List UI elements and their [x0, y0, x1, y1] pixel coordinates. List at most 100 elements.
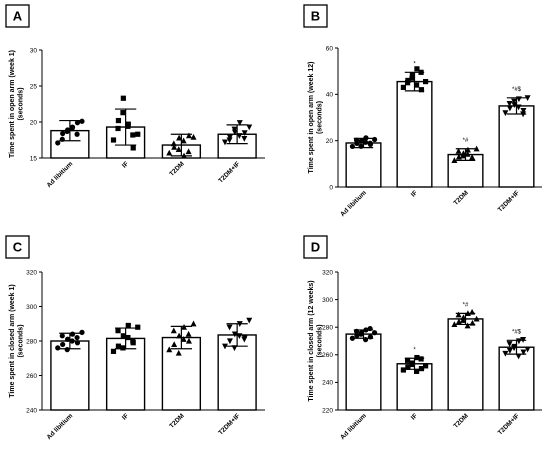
y-tick-label: 220 [322, 407, 333, 414]
data-point [404, 357, 411, 363]
data-point [175, 349, 182, 356]
panel-d: D 220 240 260 280 300 320 Time spent in closed … [303, 235, 542, 441]
data-point [511, 98, 518, 105]
data-point [166, 346, 173, 353]
data-point [115, 343, 122, 349]
data-point [464, 146, 471, 153]
data-point [130, 338, 136, 344]
data-point [221, 139, 228, 146]
data-point [120, 333, 126, 339]
data-point [60, 130, 66, 137]
data-point [413, 368, 420, 374]
panel-letter-box [303, 235, 328, 259]
data-point [135, 131, 141, 137]
data-point [190, 133, 197, 140]
x-category-label: Ad libitium [46, 160, 75, 189]
data-point [120, 345, 126, 351]
bar [447, 318, 484, 411]
data-point [418, 87, 425, 93]
panel-letter-box [5, 4, 30, 28]
data-point [185, 132, 192, 139]
data-point [74, 120, 81, 126]
y-tick-label: 40 [326, 92, 334, 99]
panel-a: A 15 20 25 30 Time spent in open arm (week 1)… [5, 4, 265, 189]
data-point [418, 356, 424, 362]
data-point [246, 317, 253, 324]
y-tick-label: 280 [322, 325, 333, 332]
data-point [231, 126, 238, 133]
data-point [520, 349, 527, 356]
y-tick-label: 260 [26, 373, 37, 380]
data-point [60, 341, 66, 348]
data-point [506, 348, 513, 354]
data-point [125, 322, 131, 329]
data-point [414, 66, 420, 72]
x-category-label: T2DM+IF [217, 412, 241, 436]
data-point [74, 334, 80, 341]
data-point [246, 124, 253, 131]
significance-label: *# [463, 302, 469, 308]
data-point [451, 157, 458, 163]
data-point [236, 120, 243, 126]
data-point [115, 125, 121, 132]
data-point [130, 132, 136, 138]
x-category-label: T2DM [168, 412, 185, 429]
data-point [185, 330, 192, 337]
bar [498, 346, 535, 411]
panel-letter: A [13, 9, 23, 24]
data-point [180, 336, 187, 342]
data-point [69, 331, 76, 337]
data-point [524, 346, 531, 353]
data-point [231, 129, 238, 136]
bar [345, 333, 382, 411]
x-category-label: T2DM+IF [217, 160, 241, 184]
data-point [502, 350, 509, 357]
data-point [130, 145, 136, 151]
x-category-label: Ad libitium [339, 412, 368, 441]
data-point [231, 331, 238, 338]
y-tick-label: 0 [329, 184, 333, 191]
data-point [455, 311, 462, 318]
data-point [74, 340, 81, 346]
data-point [349, 335, 356, 341]
y-tick-label: 25 [30, 83, 38, 90]
y-axis-label-line: Time spent in closed arm (12 weeks) [308, 280, 315, 401]
data-point [59, 333, 65, 339]
y-axis-label-line: Time spent in closed arm (week 1) [9, 284, 16, 397]
data-point [241, 135, 248, 142]
data-point [400, 367, 407, 373]
x-category-label: Ad libitium [339, 189, 368, 218]
data-point [404, 80, 411, 86]
data-point [226, 137, 233, 144]
data-point [358, 138, 365, 144]
data-point [455, 147, 462, 154]
data-point [460, 317, 467, 323]
data-point [120, 110, 126, 116]
data-point [371, 330, 378, 336]
data-point [473, 315, 480, 322]
bar [396, 80, 433, 188]
bar [345, 142, 382, 188]
data-point [176, 134, 183, 141]
data-point [135, 324, 141, 330]
x-category-label: T2DM [168, 160, 185, 177]
y-tick-label: 60 [326, 45, 334, 52]
data-point [180, 137, 187, 144]
data-point [413, 82, 420, 88]
y-tick-label: 280 [26, 338, 37, 345]
data-point [451, 321, 458, 328]
data-point [115, 328, 121, 334]
significance-label: *#$ [512, 329, 522, 335]
x-category-label: IF [121, 160, 130, 169]
data-point [69, 338, 75, 344]
data-point [120, 95, 126, 101]
data-point [226, 324, 233, 331]
data-point [185, 337, 192, 344]
data-point [506, 341, 513, 347]
data-point [241, 130, 248, 136]
panel-letter: C [13, 240, 23, 255]
y-tick-label: 300 [322, 297, 333, 304]
data-point [241, 336, 248, 343]
data-point [171, 341, 178, 348]
y-axis-label: Time spent in open arm (week 12) (seconds… [308, 62, 324, 174]
